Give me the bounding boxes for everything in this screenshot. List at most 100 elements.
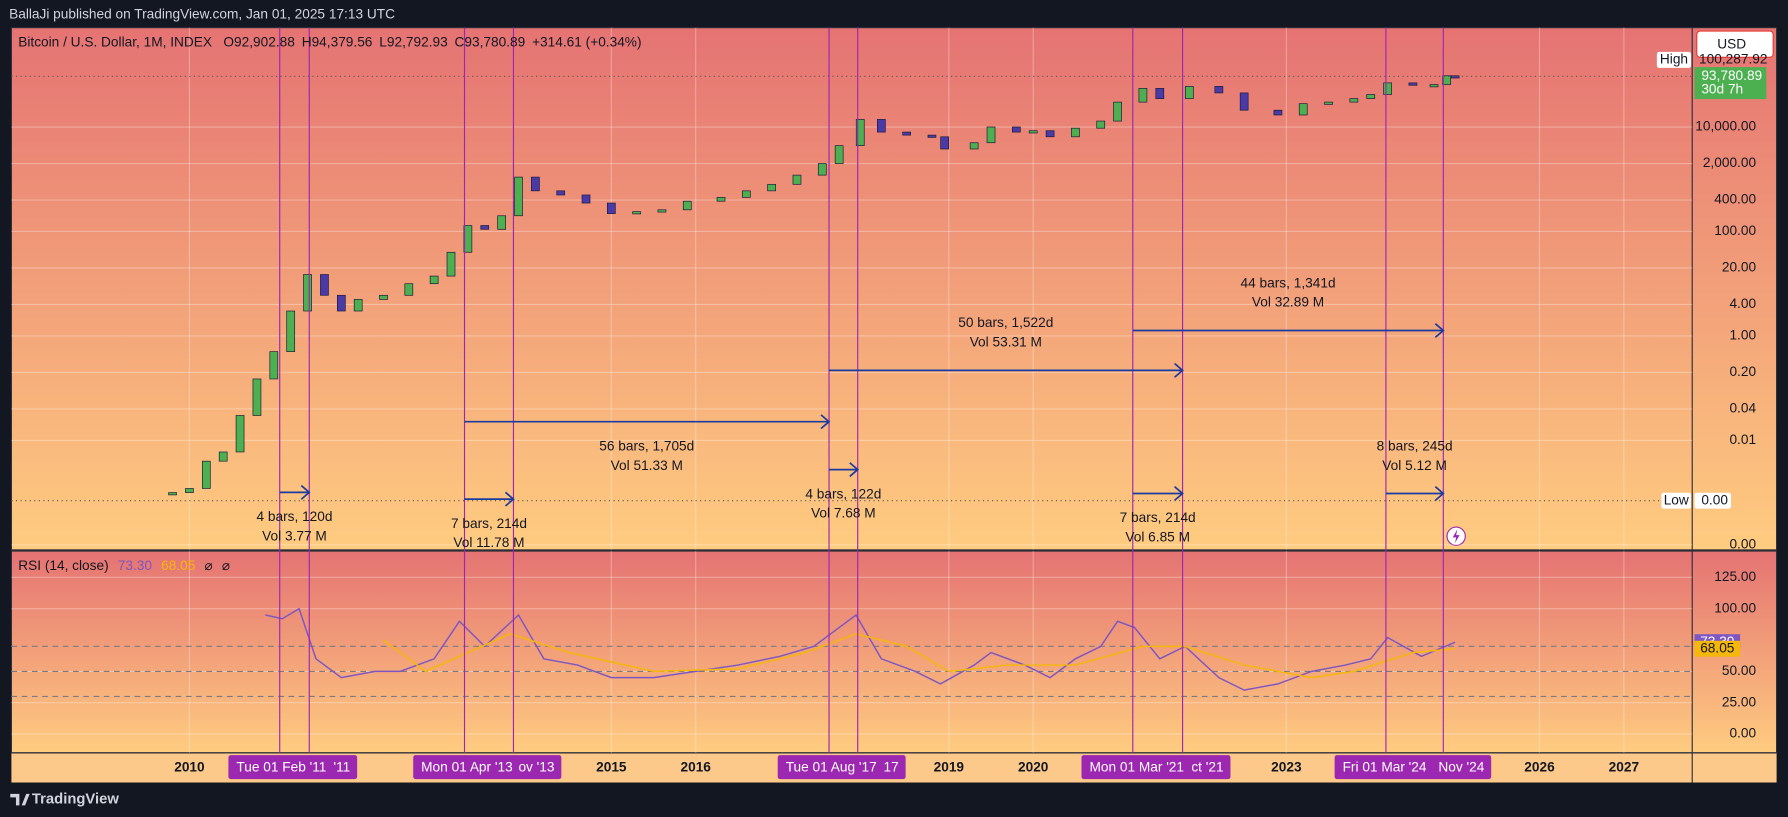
low-badge [1694, 492, 1731, 509]
date-badge-start: Mon 01 Mar '21 [1089, 759, 1184, 774]
ohlc-value: 93,780.89 [464, 34, 525, 49]
x-tick-label: 2027 [1609, 759, 1639, 774]
candle [1138, 88, 1148, 103]
rsi-legend-value: 73.30 [118, 557, 153, 572]
measure-vol: Vol 53.31 M [970, 335, 1042, 350]
rsi-pane [10, 550, 1778, 754]
candle [742, 190, 751, 198]
x-tick-label: 2015 [596, 759, 627, 774]
candle [1408, 82, 1418, 86]
measure-head [300, 484, 311, 500]
candle [632, 211, 641, 215]
rsi-line [383, 633, 1456, 679]
change: +314.61 (+0.34%) [532, 34, 641, 49]
candle [497, 215, 506, 230]
date-badge-end: Nov '24 [1438, 759, 1484, 774]
candle [1113, 101, 1122, 122]
y-tick-label: 0.00 [1729, 536, 1756, 551]
x-tick-label: 2010 [174, 759, 205, 774]
candle [1324, 101, 1333, 105]
currency-button[interactable] [1696, 30, 1774, 58]
high-tag [1656, 51, 1692, 68]
candle [235, 415, 245, 453]
alert-bolt [1452, 529, 1460, 544]
candle [201, 460, 211, 489]
candle [286, 310, 296, 352]
candle [303, 274, 312, 312]
brand-logo [10, 793, 30, 806]
y-tick-label: 2,000.00 [1703, 155, 1757, 170]
candle [940, 136, 949, 150]
measure-bars: 7 bars, 214d [1120, 510, 1196, 525]
candle [185, 488, 194, 493]
low-title: Low [1664, 492, 1689, 507]
date-badge [1334, 755, 1492, 780]
candle [927, 134, 937, 138]
measure-vol: Vol 3.77 M [262, 528, 327, 543]
date-badge-start: Tue 01 Feb '11 [236, 759, 326, 774]
candle [1028, 130, 1038, 134]
candle [1214, 86, 1224, 94]
candle [902, 131, 911, 136]
candle [606, 202, 616, 214]
measure-bars: 7 bars, 214d [451, 516, 527, 531]
y-tick-label: 0.00 [1729, 726, 1756, 741]
y-tick-label: 0.01 [1729, 432, 1756, 447]
candle [531, 176, 540, 192]
measure-head [1434, 486, 1445, 502]
candle [168, 492, 177, 496]
y-tick-label: 0.20 [1729, 364, 1756, 379]
candle [1071, 127, 1080, 138]
candle [218, 451, 228, 462]
x-tick-label: 2020 [1018, 759, 1049, 774]
date-badge-end: ov '13 [518, 759, 554, 774]
candle [969, 142, 979, 150]
date-badge-start: Tue 01 Aug '17 [786, 759, 877, 774]
candle [1298, 103, 1308, 116]
candle [1429, 84, 1439, 88]
measure-vol: Vol 32.89 M [1252, 295, 1324, 310]
measure-bars: 8 bars, 245d [1377, 438, 1453, 453]
rsi-badge-label: 68.05 [1700, 640, 1735, 655]
candle [657, 209, 667, 213]
date-badge [1081, 755, 1231, 780]
candle [1383, 82, 1392, 95]
candle [556, 190, 566, 196]
currency[interactable]: USD [1717, 36, 1746, 51]
candle [877, 119, 886, 133]
measure-bars: 4 bars, 122d [805, 486, 881, 501]
x-tick-label: 2016 [680, 759, 711, 774]
candle [834, 145, 844, 164]
candle [1239, 92, 1249, 111]
date-badge-end: '11 [333, 759, 350, 774]
rsi-line [265, 607, 1456, 691]
measure-head [820, 414, 831, 430]
candle [353, 299, 363, 312]
measure-vol: Vol 6.85 M [1125, 530, 1190, 545]
measure-vol: Vol 51.33 M [611, 458, 683, 473]
x-tick-label: 2026 [1524, 759, 1555, 774]
date-badge [413, 755, 562, 780]
candle [1450, 75, 1460, 79]
candle [1349, 98, 1359, 103]
price-pane [10, 27, 1778, 551]
ohlc-prefix: H [302, 34, 312, 49]
date-badge-end: 17 [884, 759, 899, 774]
y-tick-label: 125.00 [1714, 569, 1756, 584]
candle [1012, 126, 1021, 133]
candle [429, 275, 439, 285]
y-tick-label: 10,000.00 [1695, 119, 1756, 134]
rsi-legend-value: 68.05 [161, 557, 196, 572]
rsi-legend: RSI (14, close) 73.30 68.05 ⌀ ⌀ [18, 557, 230, 572]
x-tick-label: 2023 [1271, 759, 1302, 774]
measure-bars: 4 bars, 120d [256, 509, 332, 524]
symbol-title: Bitcoin / U.S. Dollar, 1M, INDEX [18, 34, 212, 49]
date-badge-end: ct '21 [1191, 759, 1223, 774]
high-label: 100,287.92 [1699, 52, 1767, 67]
measure-head [1434, 323, 1445, 339]
candle [269, 351, 279, 380]
measure-bars: 56 bars, 1,705d [599, 438, 694, 453]
measure-bars: 44 bars, 1,341d [1241, 275, 1336, 290]
candle [682, 200, 692, 211]
low-tag [1661, 492, 1692, 509]
